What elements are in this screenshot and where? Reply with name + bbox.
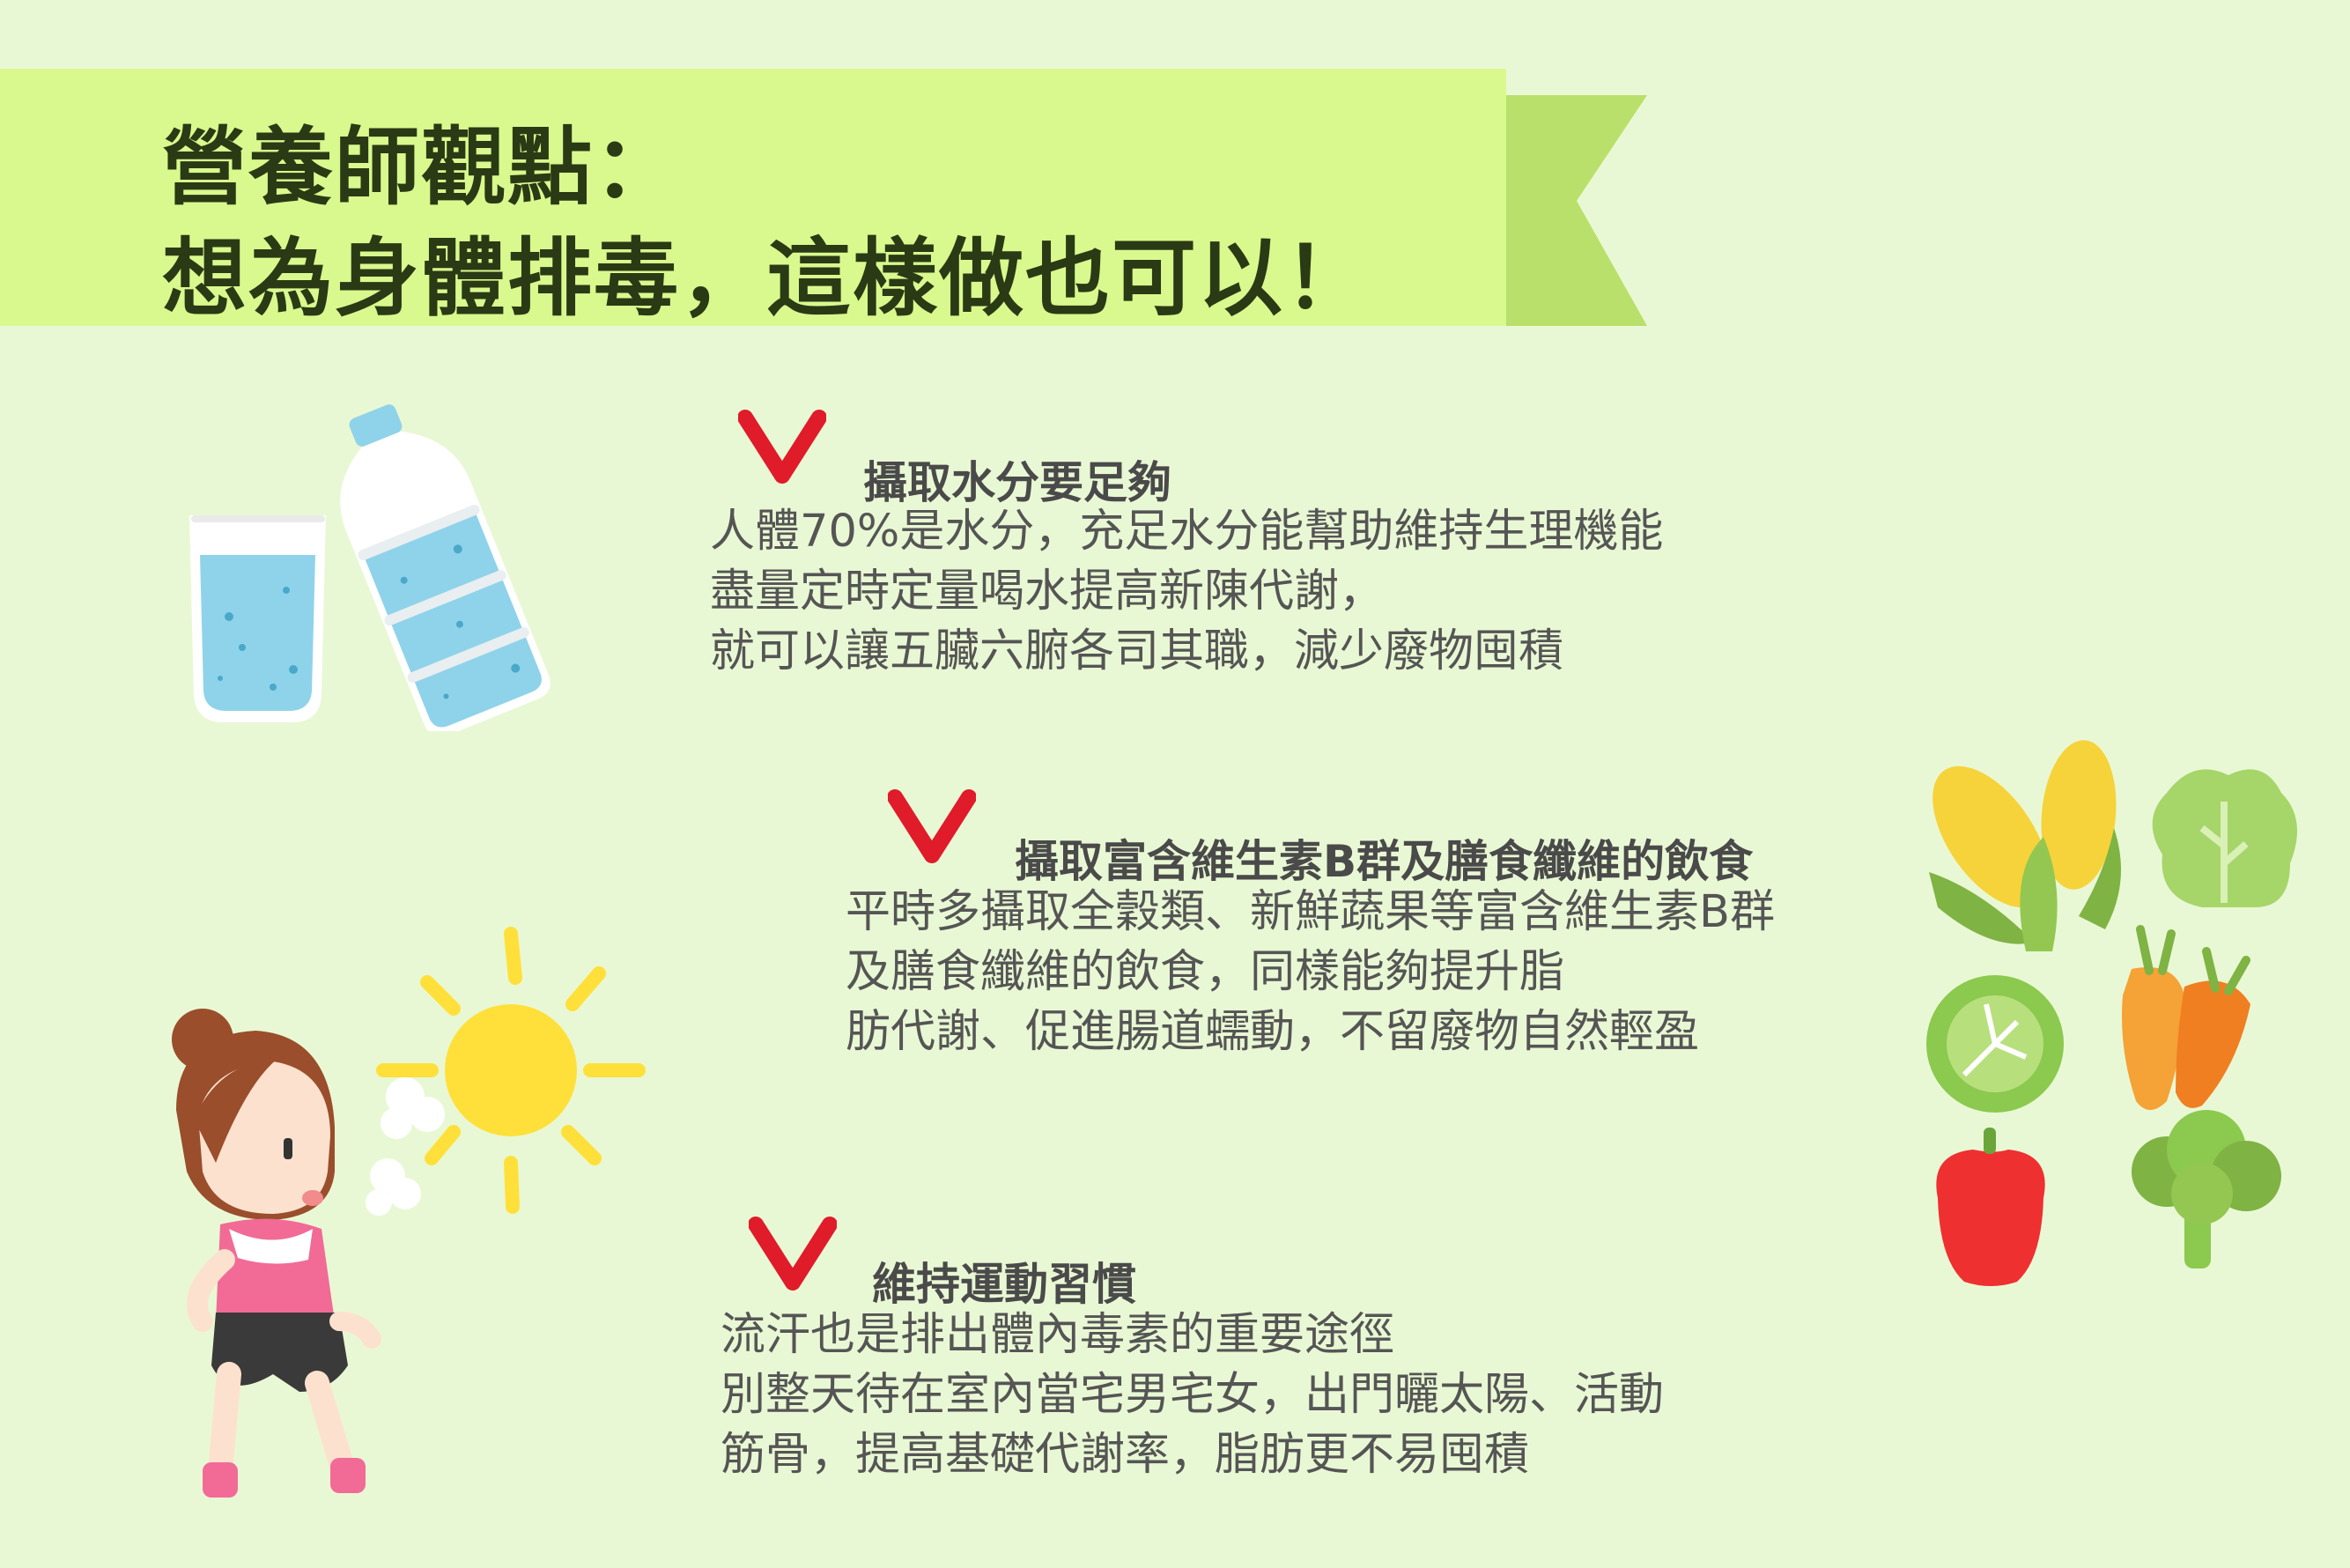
jogging-woman-icon	[172, 1009, 381, 1498]
sun-icon	[376, 927, 646, 1214]
section-line: 盡量定時定量喝水提高新陳代謝，	[710, 566, 1385, 618]
cabbage-icon	[1926, 975, 2064, 1113]
checkmark-icon	[738, 410, 826, 484]
section-line: 流汗也是排出體內毒素的重要途徑	[721, 1309, 1395, 1361]
water-bottle-icon	[340, 404, 551, 737]
carrot-icon	[2122, 925, 2250, 1110]
breath-puff-icon	[366, 1077, 445, 1216]
section-line: 別整天待在室內當宅男宅女，出門曬太陽、活動	[721, 1369, 1665, 1421]
section-line: 就可以讓五臟六腑各司其職，減少廢物囤積	[710, 625, 1564, 677]
section-title: 攝取水分要足夠	[863, 457, 1171, 508]
section-line: 人體70%是水分，充足水分能幫助維持生理機能	[710, 506, 1664, 558]
page-title-line1: 營養師觀點：	[162, 118, 680, 217]
water-glass-icon	[189, 515, 326, 722]
checkmark-icon	[888, 789, 976, 863]
section-title: 攝取富含維生素B群及膳食纖維的飲食	[1015, 836, 1754, 887]
page-title-line2: 想為身體排毒，這樣做也可以！	[162, 229, 1371, 328]
exercise-illustration	[141, 907, 669, 1545]
banner-ribbon-shape	[0, 69, 1647, 326]
section-line: 筋骨，提高基礎代謝率，脂肪更不易囤積	[721, 1429, 1530, 1481]
section-body: 人體70%是水分，充足水分能幫助維持生理機能 盡量定時定量喝水提高新陳代謝， 就…	[710, 502, 1663, 682]
section-line: 肪代謝、促進腸道蠕動，不留廢物自然輕盈	[846, 1006, 1700, 1058]
bell-pepper-icon	[1936, 1128, 2045, 1286]
vegetables-illustration	[1903, 740, 2308, 1307]
broccoli-icon	[2132, 1110, 2281, 1268]
checkmark-icon	[749, 1217, 837, 1291]
section-title: 維持運動習慣	[872, 1259, 1136, 1310]
section-body: 平時多攝取全穀類、新鮮蔬果等富含維生素B群 及膳食纖維的飲食，同樣能夠提升脂 肪…	[846, 883, 1775, 1062]
section-body: 流汗也是排出體內毒素的重要途徑 別整天待在室內當宅男宅女，出門曬太陽、活動 筋骨…	[721, 1305, 1664, 1485]
section-line: 及膳食纖維的飲食，同樣能夠提升脂	[846, 946, 1565, 998]
section-line: 平時多攝取全穀類、新鮮蔬果等富含維生素B群	[846, 886, 1775, 938]
corn-icon	[1929, 740, 2121, 951]
lettuce-icon	[2152, 769, 2297, 907]
water-illustration	[181, 388, 568, 737]
header-banner: 營養師觀點： 想為身體排毒，這樣做也可以！	[0, 69, 1647, 328]
